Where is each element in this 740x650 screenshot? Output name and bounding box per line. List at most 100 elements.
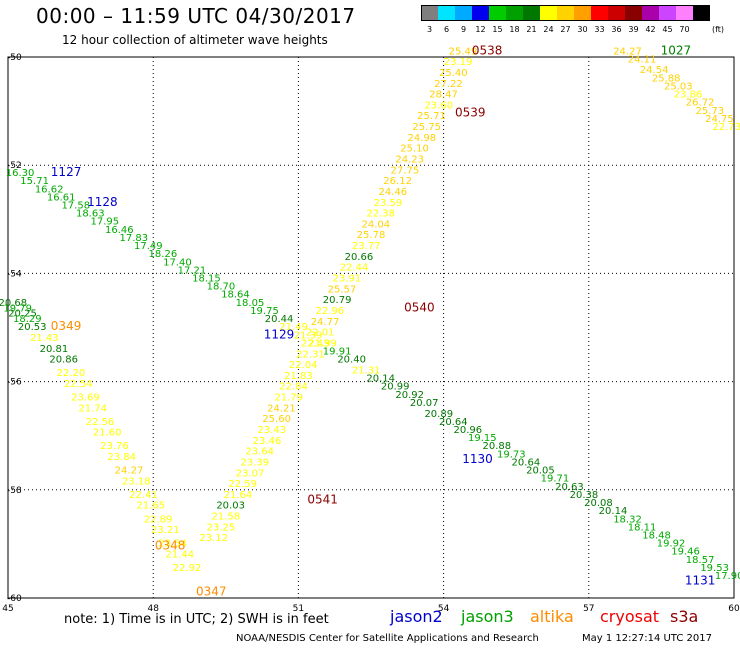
pass-time-label: 0348 [155,538,186,552]
wave-height-value: 22.59 [228,479,257,490]
scale-swatch [489,5,506,21]
wave-height-value: 20.05 [526,466,555,477]
pass-time-label: 0538 [472,43,503,57]
wave-height-value: 19.15 [468,433,497,444]
pass-time-label: 1129 [264,327,295,341]
wave-height-value: 21.49 [279,322,308,333]
wave-height-value: 20.92 [395,390,424,401]
wave-height-value: 27.75 [391,165,420,176]
wave-height-value: 21.65 [136,501,165,512]
wave-height-value: 25.40 [439,68,468,79]
wave-height-value: 23.84 [107,452,136,463]
scale-label: 27 [560,25,571,34]
pass-time-label: 0539 [455,106,486,120]
wave-height-value: 20.86 [49,355,78,366]
pass-time-label: 0541 [307,492,338,506]
wave-height-value: 20.14 [366,374,395,385]
pass-time-label: 0349 [51,319,82,333]
wave-height-value: 18.64 [221,290,250,301]
scale-label: 3 [426,25,433,34]
wave-height-value: 21.99 [308,338,337,349]
scale-swatch [557,5,574,21]
scale-label: 70 [679,25,690,34]
scale-label: 18 [509,25,520,34]
wave-height-value: 23.21 [151,525,180,536]
wave-height-value: 24.77 [311,317,340,328]
pass-time-label: 1131 [685,573,716,587]
scale-label: 12 [475,25,486,34]
wave-height-value: 18.48 [642,530,671,541]
wave-height-value: 24.27 [613,46,642,57]
wave-height-value: 17.90 [715,571,740,582]
lat-tick-label: -58 [7,486,22,496]
scale-label: 36 [611,25,622,34]
wave-height-value: 20.07 [410,398,439,409]
wave-height-value: 23.43 [257,425,286,436]
wave-height-value: 19.71 [541,474,570,485]
wave-height-value: 17.58 [61,200,90,211]
wave-height-value: 25.88 [652,73,681,84]
legend-item-cryosat: cryosat [600,607,660,626]
wave-height-value: 20.38 [570,490,599,501]
wave-height-value: 18.05 [236,298,265,309]
wave-height-value: 23.76 [100,441,129,452]
lon-tick-label: 57 [583,604,594,614]
wave-height-value: 28.47 [429,90,458,101]
scale-swatch [523,5,540,21]
wave-height-value: 23.07 [236,468,265,479]
scale-swatch [676,5,693,21]
wave-height-value: 20.96 [453,425,482,436]
wave-height-value: 20.08 [584,498,613,509]
wave-height-value: 21.58 [211,512,240,523]
wave-height-value: 20.68 [0,298,27,309]
wave-height-value: 20.64 [512,457,541,468]
wave-height-value: 24.21 [267,403,296,414]
pass-time-label: 1127 [51,165,82,179]
wave-height-value: 17.49 [134,241,163,252]
scale-label: 45 [662,25,673,34]
wave-height-value: 23.77 [352,241,381,252]
wave-height-value: 23.18 [122,476,151,487]
legend-item-altika: altika [530,607,574,626]
scale-swatch [693,5,710,21]
wave-height-value: 19.79 [3,303,32,314]
wave-height-value: 25.10 [400,144,429,155]
wave-height-value: 23.39 [241,457,270,468]
wave-height-value: 15.71 [20,176,49,187]
wave-height-value: 23.54 [158,539,187,550]
wave-height-value: 22.96 [316,306,345,317]
wave-height-value: 23.25 [207,522,236,533]
scale-frame [421,5,710,21]
wave-height-value: 22.56 [86,417,115,428]
scale-swatch [574,5,591,21]
wave-height-value: 27.22 [434,79,463,90]
wave-height-value: 17.95 [90,217,119,228]
wave-height-value: 24.46 [378,187,407,198]
scale-label: 39 [628,25,639,34]
wave-height-value: 20.44 [265,314,294,325]
scale-swatch [540,5,557,21]
wave-height-value: 21.39 [294,330,323,341]
pass-time-label: 1128 [87,195,118,209]
wave-height-value: 18.63 [76,209,105,220]
wave-height-value: 18.15 [192,274,221,285]
wave-height-value: 23.86 [674,90,703,101]
wave-height-value: 20.99 [381,382,410,393]
wave-height-value: 22.73 [712,122,740,133]
wave-height-value: 22.38 [366,209,395,220]
scale-label: 15 [492,25,503,34]
wave-height-value: 18.57 [686,555,715,566]
wave-height-value: 22.43 [301,338,330,349]
wave-height-value: 21.60 [93,428,122,439]
legend-item-s3a: s3a [670,607,699,626]
legend-item-jason3: jason3 [461,607,514,626]
scale-swatch [438,5,455,21]
scale-label: 24 [543,25,554,34]
pass-time-label: 0347 [196,584,227,598]
scale-swatch [472,5,489,21]
generation-timestamp: May 1 12:27:14 UTC 2017 [582,633,712,644]
lat-tick-label: -54 [7,269,22,279]
scale-swatch [455,5,472,21]
